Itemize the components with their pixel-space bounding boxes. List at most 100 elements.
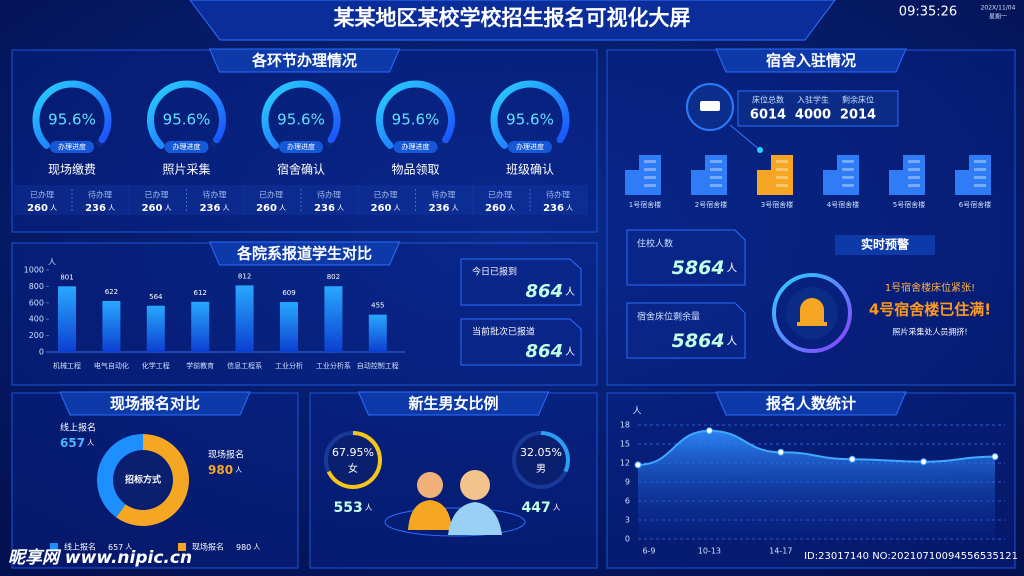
pie-center xyxy=(115,452,171,508)
pending-count-value: 236 xyxy=(200,203,221,214)
y-tick-label: 18 xyxy=(620,421,630,430)
dorm-connector-dot xyxy=(757,147,763,153)
bar-value-label: 609 xyxy=(282,289,295,297)
process-name: 物品领取 xyxy=(391,163,439,177)
x-tick-label: 信息工程系 xyxy=(227,361,262,370)
watermark-site: 昵享网 www.nipic.cn xyxy=(8,548,192,568)
done-count-value: 260 xyxy=(485,203,506,214)
building xyxy=(705,155,727,195)
building-name: 3号宿舍楼 xyxy=(761,200,793,209)
building-window xyxy=(908,168,920,171)
legend-value-unit: 人 xyxy=(125,543,132,551)
pie-label: 线上报名 xyxy=(60,422,96,434)
line-point xyxy=(777,448,785,456)
weekday: 星期一 xyxy=(989,13,1007,21)
done-label: 已办理 xyxy=(145,190,169,200)
dorm-stat-value: 2014 xyxy=(840,108,876,123)
pending-count: 236 人 xyxy=(543,203,573,214)
pending-label: 待办理 xyxy=(432,190,456,200)
x-tick-label: 工业分析 xyxy=(275,361,303,370)
bar-value-label: 612 xyxy=(194,289,207,297)
process-name: 照片采集 xyxy=(162,162,210,177)
y-tick-label: 1000 xyxy=(24,266,44,275)
gauge-arc xyxy=(147,80,226,149)
done-count: 260 人 xyxy=(485,203,515,214)
building-window xyxy=(644,160,656,163)
line-point xyxy=(848,455,856,463)
building-window xyxy=(842,168,854,171)
bar xyxy=(58,286,76,352)
dorm-stat-value: 4000 xyxy=(795,108,831,123)
info-value-unit: 人 xyxy=(727,335,738,347)
y-tick-label: 6 xyxy=(625,497,630,506)
building-window xyxy=(776,176,788,179)
building-window xyxy=(776,184,788,187)
warning-header xyxy=(835,235,935,255)
bar xyxy=(324,286,343,352)
panel-title: 报名人数统计 xyxy=(766,395,856,413)
pending-count-unit: 人 xyxy=(108,204,115,212)
bar xyxy=(146,305,165,352)
pending-count-value: 236 xyxy=(429,203,450,214)
legend-value-value: 657 xyxy=(108,543,123,552)
line xyxy=(637,429,996,466)
y-tick-label: 15 xyxy=(620,440,630,449)
bar xyxy=(368,314,387,352)
dorm-stat-label: 床位总数 xyxy=(752,95,784,105)
x-tick-label: 机械工程 xyxy=(53,361,81,370)
y-tick-label: 12 xyxy=(620,459,630,468)
done-count-unit: 人 xyxy=(50,204,57,212)
building-window xyxy=(908,184,920,187)
y-axis-label: 人 xyxy=(632,406,641,417)
pie-center-label: 招标方式 xyxy=(125,474,161,486)
y-axis-label: 人 xyxy=(48,258,56,267)
report-box xyxy=(460,258,582,306)
dorm-icon xyxy=(700,101,720,111)
panel xyxy=(11,392,299,569)
bar-value-label: 564 xyxy=(149,293,163,301)
done-count-unit: 人 xyxy=(279,204,286,212)
gauge-pill-text: 办理进度 xyxy=(516,142,544,151)
date: 202X/11/04 xyxy=(981,5,1016,12)
panel-title-bar xyxy=(208,48,401,73)
building xyxy=(903,155,925,195)
gauge-value: 95.6% xyxy=(277,111,325,129)
x-tick-label: 化学工程 xyxy=(142,361,170,370)
warning-message: 4号宿舍楼已住满! xyxy=(869,301,991,319)
done-count: 260 人 xyxy=(371,203,401,214)
building xyxy=(955,170,969,195)
clock: 09:35:26 xyxy=(899,5,957,20)
gauge-arc xyxy=(376,80,455,149)
x-tick-label: 电气自动化 xyxy=(94,361,129,370)
building xyxy=(757,170,771,195)
person-female-head xyxy=(417,472,443,498)
panel-title-bar xyxy=(715,391,907,416)
process-name: 班级确认 xyxy=(506,163,554,177)
report-value: 864 人 xyxy=(526,281,576,302)
alarm-base xyxy=(797,322,827,326)
gauge-pill-text: 办理进度 xyxy=(58,142,86,151)
dorm-stats-box xyxy=(737,90,899,127)
line-point xyxy=(920,458,928,466)
building-window xyxy=(908,160,920,163)
gauge-pill xyxy=(50,141,94,153)
done-label: 已办理 xyxy=(488,190,512,200)
done-count: 260 人 xyxy=(256,203,286,214)
pending-count: 236 人 xyxy=(314,203,344,214)
pie-slice xyxy=(116,434,189,527)
info-box xyxy=(626,302,746,359)
done-count-value: 260 xyxy=(371,203,392,214)
gender-count-unit: 人 xyxy=(553,503,561,512)
info-box xyxy=(626,229,746,286)
building-window xyxy=(842,176,854,179)
pending-count-unit: 人 xyxy=(451,204,458,212)
building-name: 2号宿舍楼 xyxy=(695,200,727,209)
bar-value-label: 802 xyxy=(327,273,340,281)
pending-label: 待办理 xyxy=(88,190,112,200)
x-tick-label: 自动控制工程 xyxy=(357,361,399,370)
building-window xyxy=(974,184,986,187)
info-label: 宿舍床位剩余量 xyxy=(637,311,700,323)
done-count-unit: 人 xyxy=(508,204,515,212)
warning-message: 1号宿舍楼床位紧张! xyxy=(885,281,975,294)
building-window xyxy=(974,160,986,163)
